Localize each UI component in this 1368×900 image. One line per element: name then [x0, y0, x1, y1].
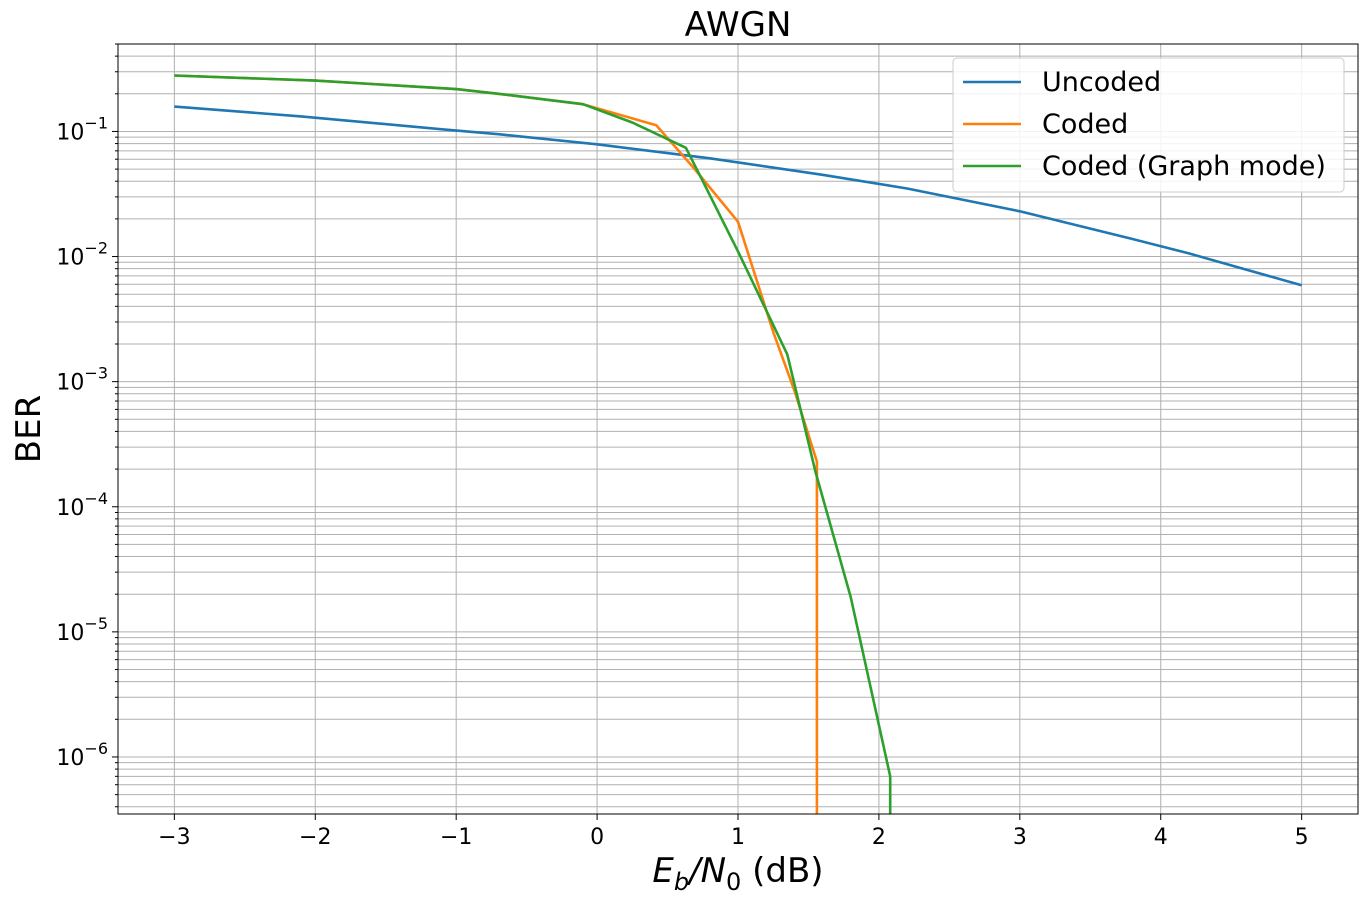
- series-line-uncoded: [174, 105, 1302, 287]
- y-axis-label: BER: [9, 395, 49, 463]
- x-tick-label: −1: [440, 825, 472, 850]
- y-tick-label: 10−4: [56, 489, 108, 521]
- y-tick-label: 10−6: [56, 739, 108, 771]
- y-tick-label: 10−2: [56, 239, 108, 271]
- x-label-sub1: b: [674, 868, 689, 896]
- x-tick-label: 3: [1013, 825, 1027, 850]
- x-tick-label: 2: [872, 825, 886, 850]
- x-label-slash: /N: [686, 851, 726, 891]
- x-tick-label: 0: [590, 825, 604, 850]
- y-axis: 10−6 10−5 10−4 10−3 10−2 10−1: [56, 43, 118, 808]
- legend-label: Coded (Graph mode): [1042, 151, 1326, 182]
- x-label-main: E: [652, 851, 674, 891]
- series-lines: [174, 74, 1302, 814]
- legend-label: Coded: [1042, 109, 1128, 140]
- y-tick-label: 10−5: [56, 614, 108, 646]
- legend-box: [952, 57, 1345, 193]
- x-tick-label: 5: [1295, 825, 1309, 850]
- x-tick-label: 4: [1154, 825, 1168, 850]
- grid: [118, 43, 1358, 814]
- y-tick-label: 10−1: [56, 113, 108, 145]
- series-line-coded-graph-mode: [174, 74, 892, 814]
- x-tick-label: −3: [158, 825, 190, 850]
- x-label-sub2: 0: [726, 868, 741, 896]
- legend-label: Uncoded: [1042, 67, 1161, 98]
- y-tick-label: 10−3: [56, 364, 108, 396]
- series-line-coded: [174, 74, 819, 814]
- legend: Uncoded Coded Coded (Graph mode): [952, 57, 1345, 193]
- x-label-unit: (dB): [741, 851, 823, 891]
- x-axis: −3 −2 −1 0 1 2 3 4 5: [158, 814, 1309, 850]
- x-tick-label: −2: [299, 825, 331, 850]
- x-axis-label: Eb/N0 (dB): [652, 851, 823, 896]
- chart-title: AWGN: [685, 5, 792, 45]
- x-tick-label: 1: [731, 825, 745, 850]
